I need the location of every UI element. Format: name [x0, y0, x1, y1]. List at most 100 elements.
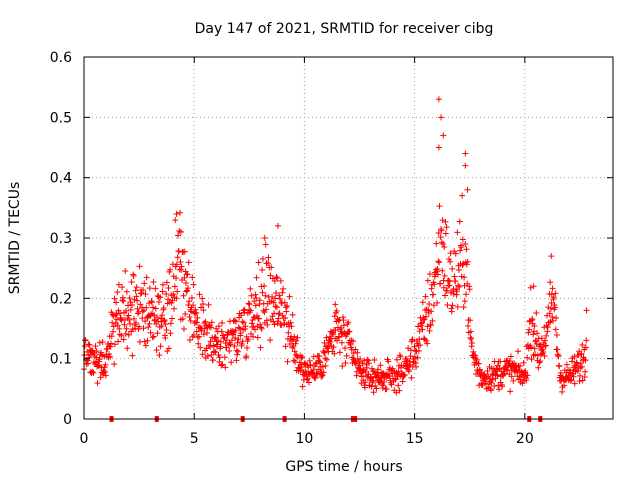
data-point	[82, 336, 89, 343]
data-point	[364, 356, 371, 363]
data-point	[467, 328, 474, 335]
data-point	[154, 314, 161, 321]
data-point	[215, 323, 222, 330]
data-point	[217, 338, 224, 345]
data-point	[260, 307, 267, 314]
data-point	[542, 337, 549, 344]
data-point	[146, 285, 153, 292]
data-point	[484, 368, 491, 375]
data-point	[125, 331, 132, 338]
data-point	[123, 308, 130, 315]
data-point	[395, 382, 402, 389]
data-point	[252, 302, 259, 309]
data-point	[173, 261, 180, 268]
data-point	[125, 312, 132, 319]
data-point	[167, 320, 174, 327]
data-point	[552, 290, 559, 297]
data-point	[111, 341, 118, 348]
y-tick-label: 0.2	[50, 291, 72, 307]
data-point	[461, 298, 468, 305]
data-point	[276, 295, 283, 302]
data-point	[321, 339, 328, 346]
data-point	[250, 314, 257, 321]
data-point	[494, 372, 501, 379]
data-point	[464, 258, 471, 265]
data-point	[449, 302, 456, 309]
data-point	[442, 218, 449, 225]
data-point	[258, 283, 265, 290]
data-point	[283, 308, 290, 315]
data-point	[373, 385, 380, 392]
data-point	[273, 290, 280, 297]
data-point	[339, 363, 346, 370]
data-point	[109, 319, 116, 326]
data-point	[81, 343, 88, 350]
data-point	[133, 284, 140, 291]
data-point	[436, 203, 443, 210]
data-point	[94, 380, 101, 387]
y-tick-label: 0.1	[50, 352, 72, 368]
data-point	[199, 351, 206, 358]
data-point	[342, 345, 349, 352]
data-point	[468, 336, 475, 343]
data-point	[284, 358, 291, 365]
data-point	[202, 318, 209, 325]
data-point	[517, 376, 524, 383]
data-point	[251, 298, 258, 305]
data-point	[261, 309, 268, 316]
data-point	[150, 333, 157, 340]
data-point	[336, 334, 343, 341]
data-point	[262, 241, 269, 248]
data-point	[417, 342, 424, 349]
data-point	[553, 314, 560, 321]
data-point	[354, 349, 361, 356]
data-point	[264, 321, 271, 328]
data-point	[173, 295, 180, 302]
data-point	[141, 338, 148, 345]
data-point	[184, 285, 191, 292]
data-point	[163, 291, 170, 298]
data-point	[247, 285, 254, 292]
data-point	[250, 323, 257, 330]
data-point	[252, 291, 259, 298]
data-point	[167, 330, 174, 337]
data-point	[383, 386, 390, 393]
data-point	[211, 348, 218, 355]
data-point	[222, 364, 229, 371]
data-point	[396, 387, 403, 394]
data-point	[201, 325, 208, 332]
data-point	[442, 292, 449, 299]
data-point	[545, 304, 552, 311]
data-point	[155, 298, 162, 305]
data-point	[320, 369, 327, 376]
data-point	[207, 343, 214, 350]
data-point	[133, 293, 140, 300]
data-point	[271, 321, 278, 328]
data-point	[108, 333, 115, 340]
y-tick-label: 0	[63, 412, 72, 428]
data-point	[216, 354, 223, 361]
data-point	[317, 359, 324, 366]
data-point	[268, 264, 275, 271]
data-point	[303, 376, 310, 383]
data-point	[579, 341, 586, 348]
data-point	[571, 353, 578, 360]
data-point	[218, 362, 225, 369]
data-point	[177, 259, 184, 266]
data-point	[129, 302, 136, 309]
data-point	[441, 272, 448, 279]
data-point	[537, 358, 544, 365]
data-point	[314, 370, 321, 377]
data-point	[470, 348, 477, 355]
data-point	[454, 229, 461, 236]
data-point	[557, 378, 564, 385]
data-point	[162, 334, 169, 341]
data-point	[258, 325, 265, 332]
data-point	[147, 329, 154, 336]
data-point	[146, 320, 153, 327]
data-point	[555, 353, 562, 360]
data-point	[219, 361, 226, 368]
data-point	[244, 344, 251, 351]
data-point	[89, 368, 96, 375]
